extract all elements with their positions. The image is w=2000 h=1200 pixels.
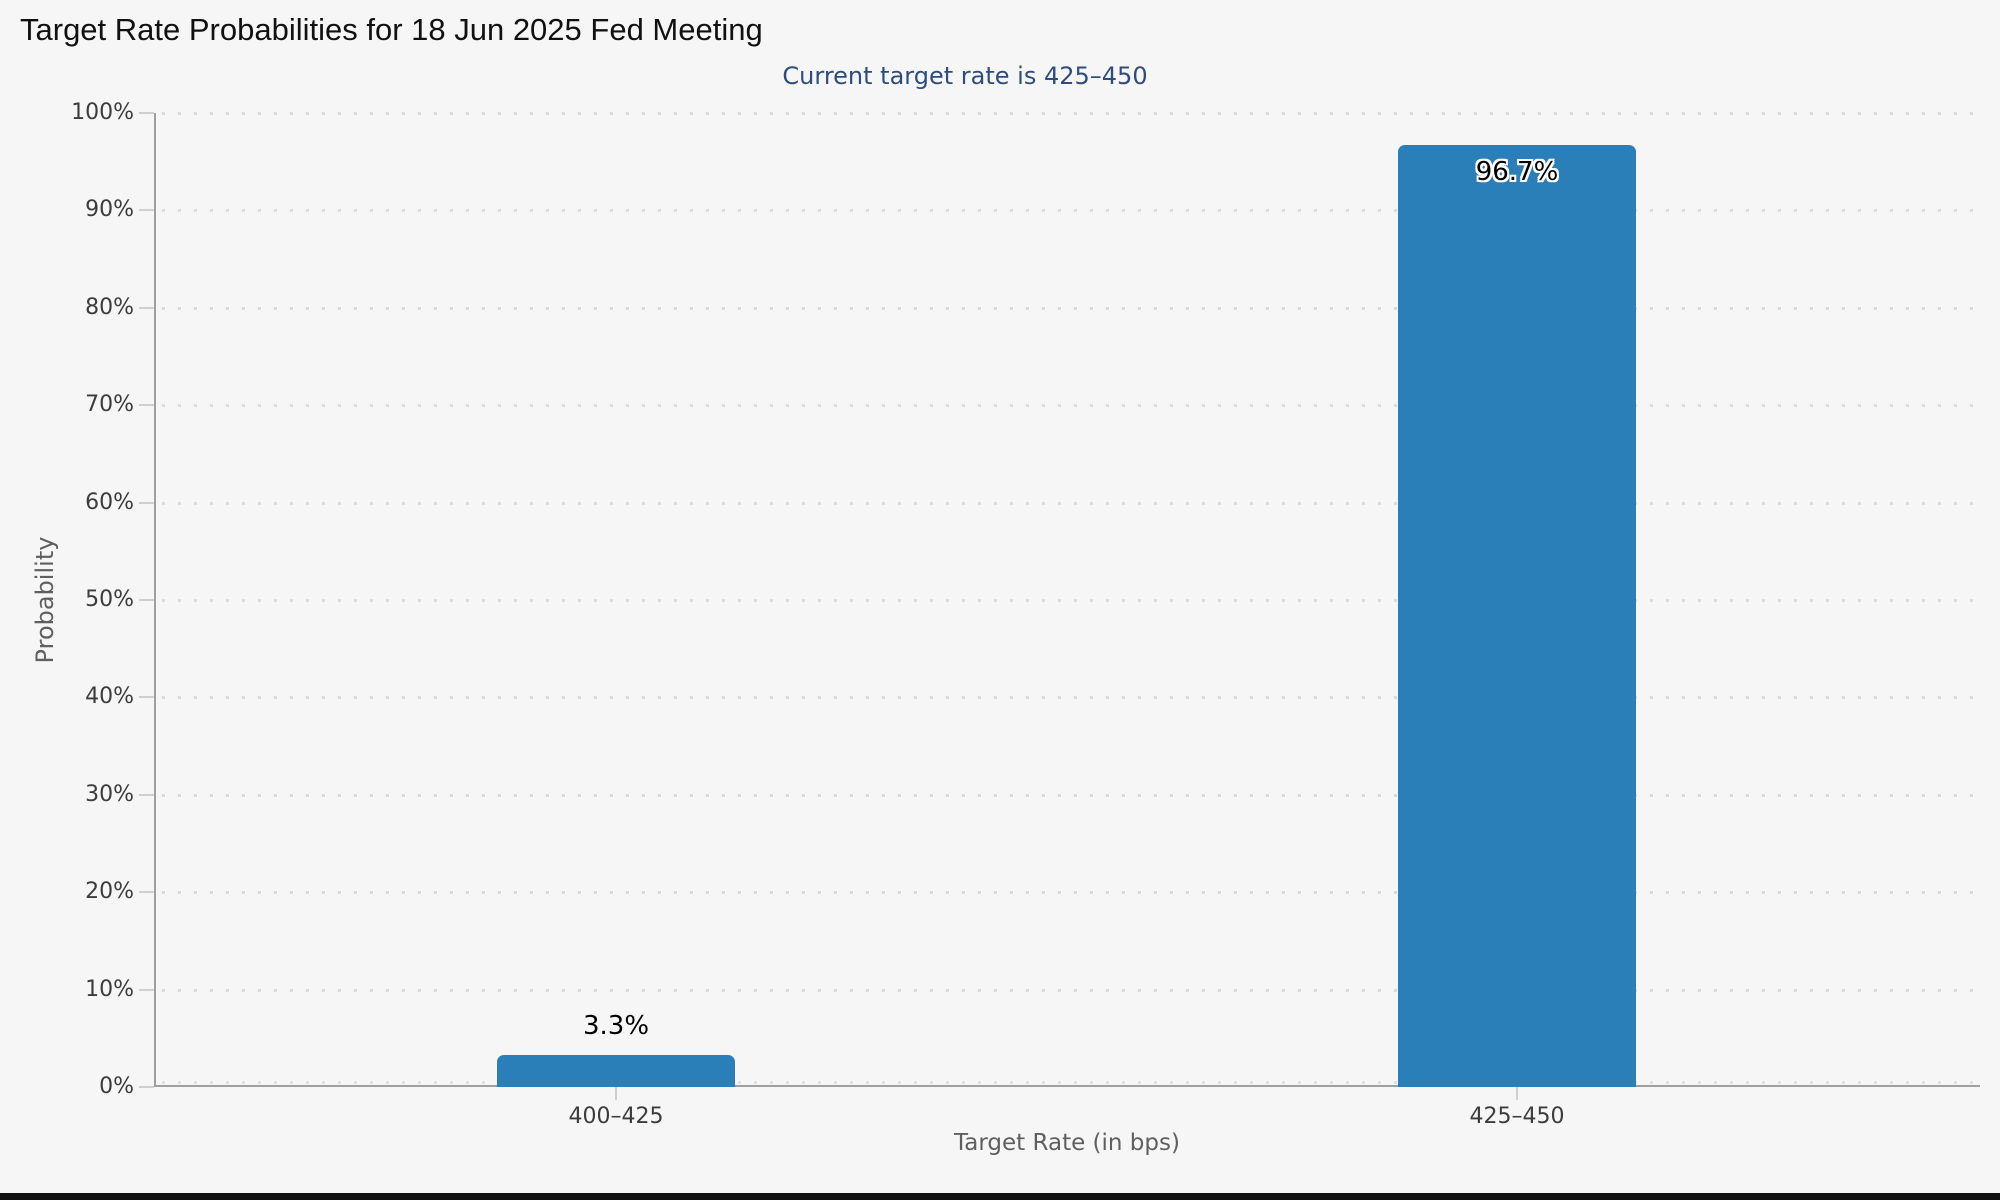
gridline xyxy=(162,112,1980,115)
y-axis-tick-label: 70% xyxy=(85,392,134,418)
y-axis-tick-label: 20% xyxy=(85,879,134,905)
y-axis-tick xyxy=(139,891,154,894)
y-axis-tick-label: 90% xyxy=(85,197,134,223)
gridline xyxy=(162,696,1980,700)
bar-425-450[interactable] xyxy=(1398,145,1636,1087)
gridline xyxy=(162,209,1980,213)
x-axis-title: Target Rate (in bps) xyxy=(954,1130,1180,1156)
y-axis-tick-label: 60% xyxy=(85,489,134,515)
y-axis-tick xyxy=(139,112,154,114)
bar-400-425[interactable] xyxy=(497,1055,735,1087)
gridline xyxy=(162,404,1980,408)
y-axis-tick-label: 100% xyxy=(71,100,134,125)
x-axis-tick xyxy=(615,1087,617,1100)
x-axis-tick-label: 400–425 xyxy=(568,1104,664,1129)
x-axis-tick-label: 425–450 xyxy=(1469,1104,1565,1129)
y-axis-tick-label: 40% xyxy=(85,684,134,710)
y-axis-tick xyxy=(139,793,154,796)
chart-title: Target Rate Probabilities for 18 Jun 202… xyxy=(20,12,763,47)
gridline xyxy=(162,793,1980,797)
gridline xyxy=(162,306,1980,310)
footer-bar xyxy=(0,1193,2000,1200)
y-axis-tick xyxy=(139,988,154,991)
y-axis-tick xyxy=(139,1086,154,1088)
y-axis-tick xyxy=(139,501,154,504)
y-axis-tick-label: 10% xyxy=(85,976,134,1002)
gridline xyxy=(162,1081,1980,1084)
y-axis-tick xyxy=(139,209,154,212)
y-axis-tick-label: 0% xyxy=(99,1074,134,1099)
gridline xyxy=(162,599,1980,602)
gridline xyxy=(162,501,1980,505)
y-axis-title: Probability xyxy=(31,536,59,664)
y-axis-tick xyxy=(139,599,154,601)
y-axis-line xyxy=(154,113,156,1087)
chart-subtitle: Current target rate is 425–450 xyxy=(782,62,1148,90)
y-axis-tick-label: 50% xyxy=(85,587,134,612)
y-axis-tick xyxy=(139,404,154,407)
y-axis-tick-label: 80% xyxy=(85,294,134,320)
y-axis-tick xyxy=(139,306,154,309)
gridline xyxy=(162,988,1980,992)
x-axis-tick xyxy=(1516,1087,1518,1100)
y-axis-tick-label: 30% xyxy=(85,781,134,807)
gridline xyxy=(162,891,1980,895)
x-axis-line xyxy=(154,1085,1980,1087)
y-axis-tick xyxy=(139,696,154,699)
bar-value-label: 96.7% xyxy=(1475,157,1559,187)
bar-value-label: 3.3% xyxy=(582,1011,650,1041)
